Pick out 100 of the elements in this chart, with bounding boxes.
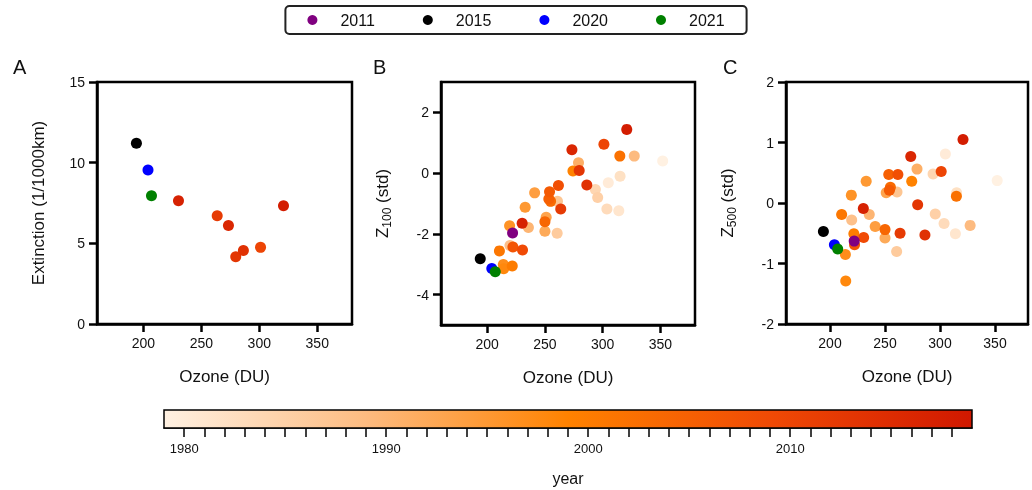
point: [539, 225, 551, 237]
x-tick-label: 350: [648, 336, 673, 352]
point: [929, 208, 941, 220]
point: [237, 245, 249, 257]
point: [145, 190, 157, 202]
point: [832, 243, 844, 255]
point: [817, 225, 829, 237]
color-bar-label: 1980: [169, 441, 199, 456]
point: [573, 164, 585, 176]
point: [906, 175, 918, 187]
point: [911, 163, 923, 175]
point: [507, 227, 519, 239]
y-tick-label: 2: [421, 104, 430, 121]
y-tick-label: 2: [766, 74, 775, 90]
point: [957, 133, 969, 145]
x-tick-label: 200: [818, 335, 842, 351]
point: [130, 137, 142, 149]
point: [519, 201, 531, 213]
point: [657, 155, 669, 167]
point: [529, 187, 541, 199]
point: [964, 219, 976, 231]
point: [614, 150, 626, 162]
point: [551, 227, 563, 239]
point: [621, 123, 633, 135]
point: [592, 191, 604, 203]
x-axis-title: Ozone (DU): [861, 367, 953, 386]
point: [222, 220, 234, 232]
point: [614, 170, 626, 182]
point: [230, 251, 242, 263]
color-bar-label: 1990: [371, 441, 401, 456]
point: [860, 175, 872, 187]
legend-label: 2011: [340, 11, 375, 29]
point: [840, 275, 852, 287]
point: [598, 138, 610, 150]
legend-label: 2020: [572, 11, 609, 29]
point: [935, 166, 947, 178]
x-axis-title: Ozone (DU): [179, 367, 270, 386]
point: [939, 148, 951, 160]
x-tick-label: 250: [189, 335, 214, 351]
point: [938, 218, 950, 230]
point: [848, 235, 860, 247]
x-tick-label: 350: [305, 335, 330, 351]
y-tick-label: -2: [416, 225, 430, 242]
point: [255, 241, 267, 253]
point: [566, 144, 578, 156]
point: [919, 229, 931, 241]
y-tick-label: 15: [69, 74, 86, 90]
point: [211, 210, 223, 222]
point: [581, 179, 593, 191]
point: [845, 189, 857, 201]
point: [883, 169, 895, 181]
point: [539, 216, 551, 228]
point: [601, 203, 613, 215]
point: [489, 266, 501, 278]
point: [555, 203, 567, 215]
point: [613, 205, 625, 217]
point: [846, 214, 858, 226]
x-tick-label: 300: [928, 335, 952, 351]
point: [892, 169, 904, 181]
y-axis-title: Z100 (std): [372, 168, 394, 239]
point: [857, 202, 869, 214]
chart-title: C: [723, 56, 738, 78]
point: [912, 199, 924, 211]
y-tick-label: -4: [416, 286, 430, 303]
x-axis-title: Ozone (DU): [522, 368, 614, 387]
x-tick-label: 250: [873, 335, 897, 351]
x-tick-label: 200: [131, 335, 156, 351]
point: [142, 164, 154, 176]
y-tick-label: 0: [421, 165, 430, 182]
point: [839, 248, 851, 260]
color-bar-label: 2010: [775, 441, 805, 456]
y-tick-label: 1: [766, 134, 775, 151]
y-tick-label: 0: [77, 316, 86, 332]
legend-label: 2021: [689, 11, 725, 29]
y-tick-label: 10: [69, 154, 86, 171]
point: [894, 227, 906, 239]
color-bar-label: 2000: [573, 441, 603, 456]
point: [602, 177, 614, 189]
y-tick-label: -2: [761, 316, 775, 332]
x-tick-label: 200: [475, 336, 500, 352]
point: [858, 231, 870, 243]
point: [474, 253, 486, 265]
x-tick-label: 350: [983, 335, 1007, 351]
point: [506, 260, 518, 272]
chart-title: B: [373, 56, 387, 78]
point: [891, 245, 903, 257]
color-bar-title: year: [552, 469, 585, 487]
point: [517, 244, 529, 256]
x-tick-label: 250: [533, 336, 557, 352]
point: [493, 245, 505, 257]
point: [278, 200, 289, 212]
chart-title: A: [13, 56, 27, 78]
y-tick-label: 5: [77, 235, 86, 252]
point: [949, 228, 961, 240]
x-tick-label: 300: [247, 335, 272, 351]
point: [552, 180, 564, 192]
point: [836, 209, 848, 220]
point: [905, 150, 917, 162]
y-tick-label: 0: [766, 195, 775, 211]
point: [544, 186, 556, 198]
